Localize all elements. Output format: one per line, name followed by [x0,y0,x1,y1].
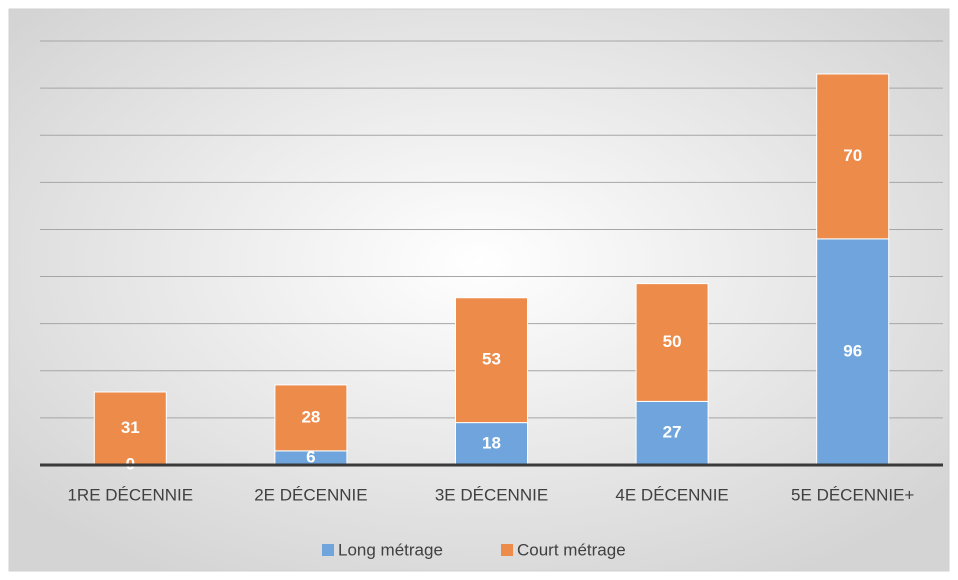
bar-segment [635,283,709,402]
legend-label: Court métrage [517,540,626,559]
bar-segment [816,238,890,466]
bar-segment [816,73,890,240]
bar-segment [455,297,528,424]
x-tick-label: 5E DÉCENNIE+ [791,485,914,504]
value-label: 53 [482,350,501,369]
legend-label: Long métrage [338,540,443,559]
bars [93,73,890,466]
value-label: 28 [301,407,320,426]
bar-segment [93,391,167,466]
value-label: 70 [843,146,862,165]
value-label: 31 [121,418,140,437]
value-label: 50 [663,332,682,351]
x-tick-label: 1RE DÉCENNIE [67,485,193,504]
bar-segment [274,384,348,452]
value-label: 27 [663,423,682,442]
x-tick-label: 4E DÉCENNIE [615,485,728,504]
legend-swatch [322,544,334,556]
legend: Long métrage Court métrage [322,540,626,559]
x-tick-label: 2E DÉCENNIE [254,485,367,504]
legend-swatch [501,544,513,556]
chart-background [8,8,950,572]
x-tick-label: 3E DÉCENNIE [435,485,548,504]
value-label: 96 [843,341,862,360]
value-label: 6 [306,447,315,466]
value-label: 18 [482,433,501,452]
